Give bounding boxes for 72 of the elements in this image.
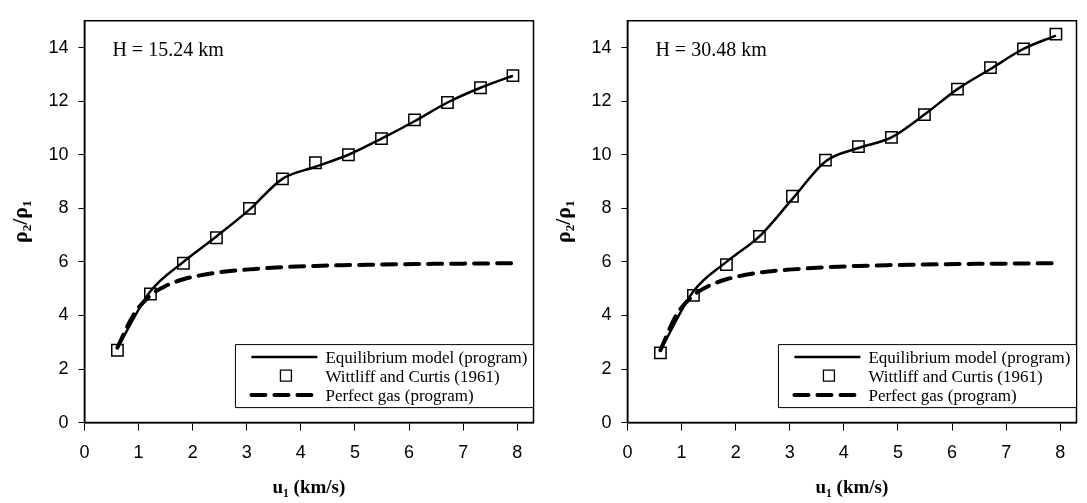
- point: [687, 288, 700, 302]
- x-tick-label: 3: [784, 442, 795, 463]
- legend-label: Perfect gas (program): [868, 385, 1017, 405]
- point: [177, 256, 190, 270]
- x-tick-label: 8: [512, 442, 523, 463]
- y-tick-label: 0: [601, 411, 612, 432]
- point: [144, 287, 157, 301]
- x-tick-label: 6: [404, 442, 415, 463]
- legend-label: Equilibrium model (program): [325, 347, 528, 367]
- x-tick-label: 4: [838, 442, 849, 463]
- point: [885, 130, 898, 144]
- x-tick-label: 8: [1055, 442, 1066, 463]
- x-tick-label: 2: [730, 442, 741, 463]
- x-axis-title: u₁ (km/s): [815, 475, 889, 498]
- point: [243, 201, 256, 215]
- point: [819, 153, 832, 167]
- x-tick-label: 5: [349, 442, 360, 463]
- point: [342, 148, 355, 162]
- point: [210, 231, 223, 245]
- point: [951, 82, 964, 96]
- x-tick-label: 5: [892, 442, 903, 463]
- x-tick-label: 0: [79, 442, 90, 463]
- annotation: H = 15.24 km: [112, 38, 225, 61]
- y-tick-label: 12: [591, 90, 612, 111]
- point: [1017, 42, 1030, 56]
- point: [753, 230, 766, 243]
- y-tick-label: 14: [48, 36, 69, 57]
- legend-label: Wittliff and Curtis (1961): [325, 366, 500, 386]
- point: [654, 346, 667, 360]
- y-tick-label: 2: [58, 358, 69, 378]
- annotation: H = 30.48 km: [655, 38, 768, 61]
- x-tick-label: 7: [458, 442, 469, 463]
- y-tick-label: 0: [58, 411, 69, 432]
- x-tick-label: 0: [622, 442, 633, 463]
- y-tick-label: 4: [601, 304, 612, 325]
- point: [276, 172, 289, 186]
- legend-label: Wittliff and Curtis (1961): [868, 366, 1043, 386]
- legend-label: Equilibrium model (program): [868, 347, 1071, 367]
- y-tick-label: 6: [601, 250, 612, 271]
- y-axis-title: ρ₂/ρ₁: [6, 200, 32, 244]
- x-tick-label: 1: [133, 442, 144, 463]
- legend-label: Perfect gas (program): [325, 385, 474, 405]
- point: [309, 156, 322, 170]
- point: [918, 108, 931, 121]
- point: [984, 61, 997, 75]
- point: [441, 96, 454, 109]
- x-tick-label: 2: [187, 442, 198, 463]
- x-axis-title: u₁ (km/s): [272, 475, 346, 498]
- y-tick-label: 4: [58, 304, 69, 325]
- point: [408, 113, 421, 127]
- x-tick-label: 6: [947, 442, 958, 463]
- point: [111, 343, 124, 357]
- y-tick-label: 10: [48, 143, 69, 164]
- point: [375, 132, 388, 146]
- point: [1049, 27, 1063, 41]
- x-tick-label: 7: [1001, 442, 1012, 463]
- y-axis-title: ρ₂/ρ₁: [549, 200, 575, 244]
- point: [506, 69, 520, 83]
- point: [474, 81, 487, 95]
- y-tick-label: 12: [48, 90, 69, 111]
- x-tick-label: 4: [295, 442, 306, 463]
- y-tick-label: 8: [58, 197, 69, 218]
- y-tick-label: 8: [601, 197, 612, 218]
- x-tick-label: 1: [676, 442, 687, 463]
- y-tick-label: 2: [601, 358, 612, 378]
- point: [720, 258, 733, 271]
- y-tick-label: 10: [591, 143, 612, 164]
- point: [852, 140, 865, 154]
- point: [786, 189, 799, 203]
- y-tick-label: 6: [58, 250, 69, 271]
- y-tick-label: 14: [591, 36, 612, 57]
- x-tick-label: 3: [241, 442, 252, 463]
